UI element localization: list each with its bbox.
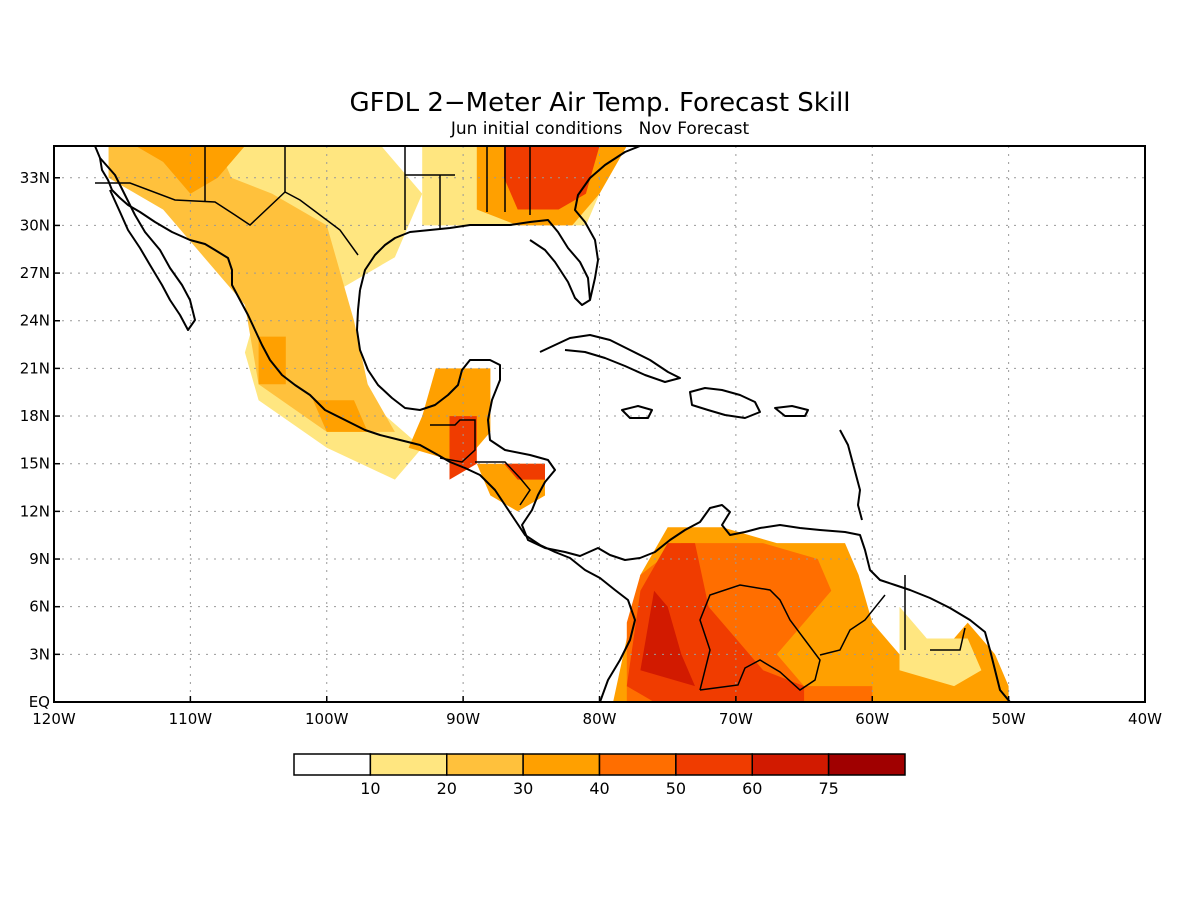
- coast-puerto-rico: [774, 405, 809, 417]
- lat-tick-label: 6N: [29, 598, 50, 616]
- lon-tick-label: 100W: [305, 710, 349, 728]
- lon-tick-label: 70W: [719, 710, 753, 728]
- coast-florida-east: [574, 146, 641, 301]
- colorbar-label: 50: [666, 779, 686, 798]
- lon-tick-label: 40W: [1128, 710, 1162, 728]
- coast-gulf-mexico: [359, 219, 591, 306]
- skill-patch: [258, 336, 286, 385]
- lat-tick-labels: EQ 3N 6N 9N 12N 15N 18N 21N 24N 27N 30N 33N: [20, 169, 50, 711]
- coast-cuba: [539, 334, 681, 383]
- border-us-states: [204, 146, 531, 230]
- border-guatemala: [430, 419, 476, 463]
- chart-subtitle: Jun initial conditions Nov Forecast: [450, 119, 750, 139]
- colorbar-label: 60: [742, 779, 762, 798]
- colorbar-swatch: [751, 753, 830, 776]
- skill-patch: [899, 606, 982, 687]
- colorbar-label: 20: [437, 779, 457, 798]
- colorbar-labels: 10 20 30 40 50 60 75: [360, 779, 839, 798]
- lon-tick-label: 60W: [855, 710, 889, 728]
- colorbar-label: 30: [513, 779, 533, 798]
- skill-patch: [108, 146, 395, 432]
- lat-tick-label: 3N: [29, 645, 50, 663]
- coast-lesser-antilles: [839, 429, 863, 521]
- grid-lines: [54, 146, 1145, 702]
- colorbar: [293, 753, 906, 776]
- lat-tick-label: 33N: [20, 169, 50, 187]
- coast-us-gulf: [94, 146, 439, 456]
- coast-jamaica: [621, 405, 653, 419]
- lat-tick-label: 9N: [29, 550, 50, 568]
- colorbar-swatch: [598, 753, 677, 776]
- colorbar-swatch: [675, 753, 753, 776]
- lat-tick-label: 21N: [20, 359, 50, 377]
- border-us-mexico: [95, 182, 359, 256]
- country-borders: [95, 146, 966, 691]
- lat-tick-label: 27N: [20, 264, 50, 282]
- colorbar-swatch: [827, 753, 906, 776]
- colorbar-swatch: [293, 753, 372, 776]
- skill-patch: [504, 463, 545, 480]
- lat-tick-label: 24N: [20, 312, 50, 330]
- coast-baja: [99, 157, 196, 331]
- lon-tick-label: 50W: [992, 710, 1026, 728]
- border-south-america: [699, 575, 966, 691]
- lat-tick-label: 12N: [20, 502, 50, 520]
- colorbar-label: 10: [360, 779, 380, 798]
- lat-tick-label: 15N: [20, 455, 50, 473]
- lon-tick-label: 110W: [169, 710, 213, 728]
- lon-tick-label: 120W: [32, 710, 76, 728]
- colorbar-swatch: [446, 753, 524, 776]
- lat-tick-label: 18N: [20, 407, 50, 425]
- colorbar-swatch: [522, 753, 601, 776]
- colorbar-label: 75: [818, 779, 838, 798]
- coast-hispaniola: [689, 387, 761, 419]
- coast-pacific-central-america: [437, 454, 636, 702]
- skill-patch: [135, 146, 245, 194]
- skill-shading: [108, 146, 1009, 702]
- map-axes: [53, 145, 1146, 703]
- coastlines: [94, 146, 1011, 702]
- chart-title: GFDL 2−Meter Air Temp. Forecast Skill: [349, 88, 850, 118]
- colorbar-label: 40: [589, 779, 609, 798]
- lat-tick-label: 30N: [20, 216, 50, 234]
- coast-mexico-east: [356, 289, 1011, 702]
- border-honduras-nicaragua: [475, 461, 531, 506]
- lon-tick-label: 90W: [446, 710, 480, 728]
- lon-tick-label: 80W: [583, 710, 617, 728]
- lat-tick-label: EQ: [29, 693, 50, 711]
- lon-tick-labels: 120W 110W 100W 90W 80W 70W 60W 50W 40W: [32, 710, 1162, 728]
- colorbar-swatch: [369, 753, 448, 776]
- skill-patch: [640, 590, 695, 687]
